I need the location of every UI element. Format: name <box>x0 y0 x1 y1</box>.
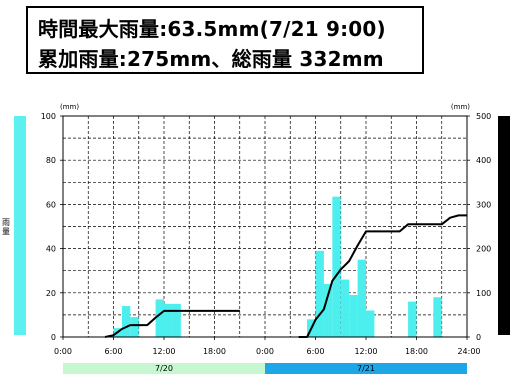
hourly-rainfall-bar <box>315 250 324 337</box>
left-axis-unit: (mm) <box>60 103 79 111</box>
hourly-rainfall-bar <box>366 310 375 337</box>
hourly-rainfall-bar <box>130 317 139 337</box>
left-axis-color-bar <box>14 116 26 335</box>
x-axis-tick-label: 24:00 <box>457 347 480 356</box>
left-axis-tick-label: 40 <box>46 245 56 254</box>
x-axis-tick-label: 6:00 <box>105 347 123 356</box>
right-axis-tick-label: 300 <box>476 200 491 209</box>
cumulative-rainfall-line <box>104 309 240 338</box>
left-axis-tick-label: 80 <box>46 156 56 165</box>
x-axis-tick-label: 0:00 <box>54 347 72 356</box>
hourly-rainfall-bar <box>121 306 131 337</box>
date-band-7-20: 7/20 <box>63 363 265 374</box>
right-axis-tick-label: 100 <box>476 289 491 298</box>
cumulative-rainfall-text: 累加雨量:275mm、総雨量 332mm <box>38 47 384 71</box>
left-axis-title: 雨量 <box>2 218 10 236</box>
left-axis-tick-label: 20 <box>46 289 56 298</box>
x-axis-tick-label: 0:00 <box>256 347 274 356</box>
hourly-rainfall-bar <box>340 279 350 337</box>
hourly-rainfall-bar <box>323 283 333 337</box>
hourly-rainfall-bar <box>433 297 442 337</box>
x-axis-tick-label: 12:00 <box>354 347 377 356</box>
cumulative-rainfall-line <box>298 214 467 338</box>
right-axis-tick-label: 0 <box>476 333 481 342</box>
hourly-rainfall-bar <box>172 303 181 337</box>
hourly-rainfall-bar <box>155 299 164 337</box>
right-axis-tick-label: 400 <box>476 156 491 165</box>
headline-box: 時間最大雨量:63.5mm(7/21 9:00) 累加雨量:275mm、総雨量 … <box>26 6 424 74</box>
date-band-7-21: 7/21 <box>265 363 467 374</box>
max-hourly-rainfall-text: 時間最大雨量:63.5mm(7/21 9:00) <box>38 17 386 41</box>
left-axis-tick-label: 60 <box>46 200 56 209</box>
hourly-rainfall-bar <box>349 295 358 337</box>
hourly-rainfall-bar <box>408 301 417 337</box>
right-axis-tick-label: 200 <box>476 245 491 254</box>
x-axis-tick-label: 18:00 <box>405 347 428 356</box>
right-axis-color-bar <box>498 116 510 335</box>
left-axis-tick-label: 100 <box>41 112 56 121</box>
hourly-rainfall-bar <box>164 303 173 337</box>
right-axis-unit: (mm) <box>451 103 470 111</box>
x-axis-tick-label: 18:00 <box>203 347 226 356</box>
left-axis-tick-label: 0 <box>51 333 56 342</box>
x-axis-tick-label: 6:00 <box>307 347 325 356</box>
x-axis-tick-label: 12:00 <box>152 347 175 356</box>
right-axis-tick-label: 500 <box>476 112 491 121</box>
hourly-rainfall-bar <box>332 196 341 337</box>
hourly-rainfall-bar <box>357 259 366 337</box>
